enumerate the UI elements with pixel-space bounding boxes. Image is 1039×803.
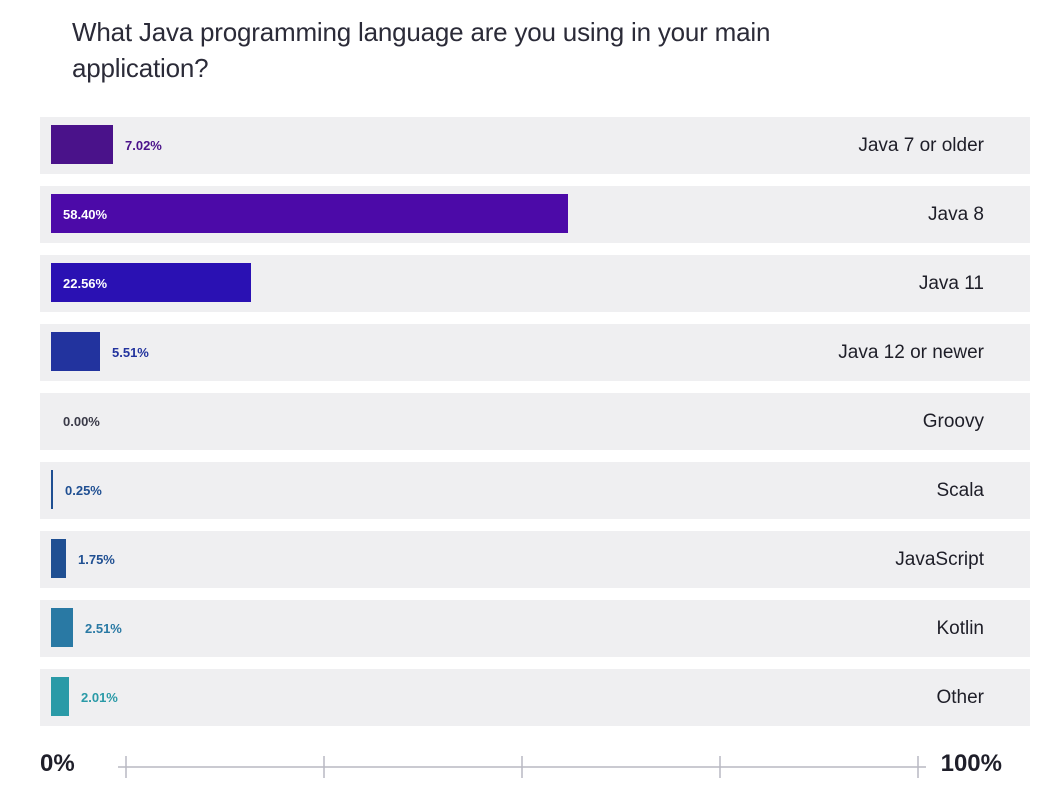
- category-label: JavaScript: [895, 549, 984, 570]
- bar-row: 5.51% Java 12 or newer: [40, 324, 1030, 381]
- bar-row: 7.02% Java 7 or older: [40, 117, 1030, 174]
- category-label: Scala: [936, 480, 984, 501]
- x-axis: 0% 100%: [40, 746, 1030, 792]
- bar-value-label: 5.51%: [112, 345, 149, 360]
- category-label: Java 11: [918, 273, 984, 294]
- bar: [51, 125, 113, 164]
- bar-row: 0.25% Scala: [40, 462, 1030, 519]
- bar-row: 2.01% Other: [40, 669, 1030, 726]
- category-label: Java 12 or newer: [838, 342, 984, 363]
- category-label: Other: [936, 687, 984, 708]
- bar-value-label: 0.25%: [65, 483, 102, 498]
- bar-value-label: 2.51%: [85, 621, 122, 636]
- bar: [51, 677, 69, 716]
- category-label: Kotlin: [936, 618, 984, 639]
- axis-line: [118, 756, 926, 778]
- bar: [51, 194, 568, 233]
- bar-value-label: 58.40%: [63, 207, 108, 222]
- bar-row: 22.56% Java 11: [40, 255, 1030, 312]
- bar: [51, 608, 73, 647]
- category-label: Java 7 or older: [858, 135, 984, 156]
- axis-label-start: 0%: [40, 750, 75, 777]
- bar-row: 2.51% Kotlin: [40, 600, 1030, 657]
- axis-label-end: 100%: [940, 750, 1002, 777]
- bar-value-label: 2.01%: [81, 690, 118, 705]
- bar: [51, 332, 100, 371]
- bar: [51, 470, 53, 509]
- bar: [51, 539, 66, 578]
- bar-row: 1.75% JavaScript: [40, 531, 1030, 588]
- category-label: Java 8: [928, 204, 984, 225]
- category-label: Groovy: [922, 411, 984, 432]
- bar: [51, 263, 251, 302]
- bar-rows: 7.02% Java 7 or older 58.40% Java 8 22.56% Ja…: [40, 117, 1030, 738]
- bar-value-label: 7.02%: [125, 138, 162, 153]
- bar-value-label: 0.00%: [63, 414, 100, 429]
- bar-row: 0.00% Groovy: [40, 393, 1030, 450]
- bar-value-label: 1.75%: [78, 552, 115, 567]
- bar-value-label: 22.56%: [63, 276, 108, 291]
- bar-row: 58.40% Java 8: [40, 186, 1030, 243]
- chart-title: What Java programming language are you u…: [72, 17, 771, 83]
